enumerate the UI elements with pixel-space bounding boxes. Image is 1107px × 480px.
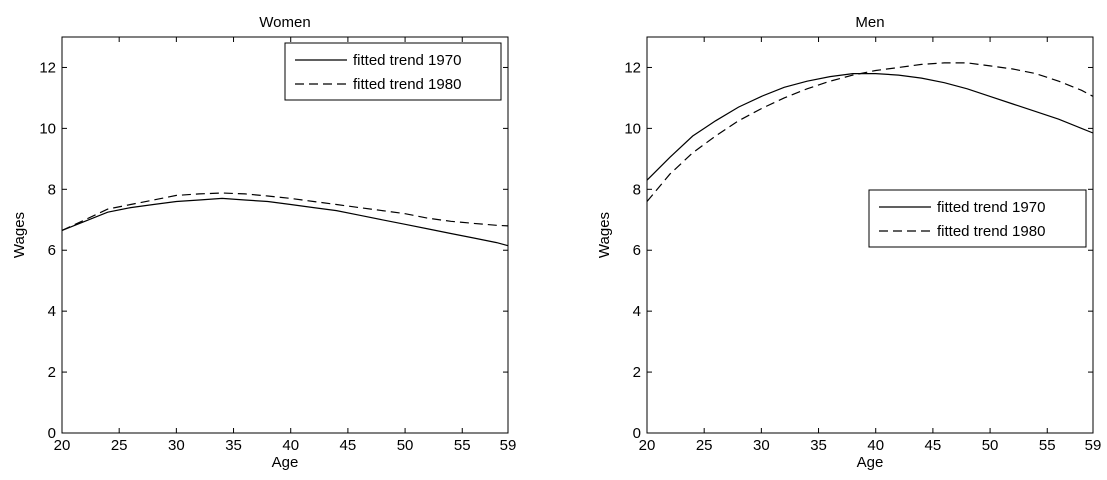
legend: fitted trend 1970 fitted trend 1980 (284, 42, 502, 101)
series-line-1980 (61, 192, 509, 231)
y-tick-label: 8 (48, 181, 56, 198)
legend-label: fitted trend 1980 (937, 223, 1045, 240)
legend-box (284, 42, 502, 101)
chart-title: Women (259, 14, 310, 31)
y-tick-label: 12 (624, 59, 641, 76)
y-tick-label: 4 (633, 303, 641, 320)
x-tick-label: 45 (925, 437, 942, 454)
series-line-1970 (61, 197, 509, 247)
series-line-1980 (646, 62, 1094, 202)
x-tick-label: 59 (1085, 437, 1102, 454)
y-tick-label: 2 (633, 364, 641, 381)
x-tick-label: 55 (454, 437, 471, 454)
chart-title: Men (855, 14, 884, 31)
y-tick-label: 6 (48, 242, 56, 259)
plot-area-frame (646, 36, 1094, 434)
y-tick-label: 10 (39, 120, 56, 137)
x-tick-label: 45 (340, 437, 357, 454)
x-tick-label: 35 (810, 437, 827, 454)
chart-panel-men: Men 20 25 30 35 40 45 50 55 59 0 2 4 6 8 10 12 Age Wages fi… (596, 14, 1101, 471)
x-axis-label: Age (857, 454, 884, 471)
x-tick-label: 30 (753, 437, 770, 454)
y-tick-label: 0 (633, 425, 641, 442)
y-tick-label: 8 (633, 181, 641, 198)
x-tick-label: 30 (168, 437, 185, 454)
y-axis-label: Wages (11, 212, 28, 258)
y-tick-label: 0 (48, 425, 56, 442)
y-tick-label: 4 (48, 303, 56, 320)
x-tick-label: 40 (867, 437, 884, 454)
legend-label: fitted trend 1970 (937, 199, 1045, 216)
x-tick-label: 25 (696, 437, 713, 454)
x-tick-label: 50 (982, 437, 999, 454)
y-tick-label: 10 (624, 120, 641, 137)
legend: fitted trend 1970 fitted trend 1980 (868, 189, 1087, 248)
x-tick-label: 55 (1039, 437, 1056, 454)
x-tick-label: 59 (500, 437, 517, 454)
x-tick-label: 20 (54, 437, 71, 454)
x-tick-label: 50 (397, 437, 414, 454)
y-tick-label: 12 (39, 59, 56, 76)
x-tick-label: 25 (111, 437, 128, 454)
y-axis-label: Wages (596, 212, 613, 258)
plot-area-frame (61, 36, 509, 434)
x-tick-label: 35 (225, 437, 242, 454)
y-tick-label: 2 (48, 364, 56, 381)
x-axis-label: Age (272, 454, 299, 471)
chart-panel-women: Women 20 25 30 35 40 45 50 55 59 0 2 4 6 8 10 12 Age Wages… (11, 14, 516, 471)
x-tick-label: 20 (639, 437, 656, 454)
legend-label: fitted trend 1970 (353, 52, 461, 69)
legend-label: fitted trend 1980 (353, 76, 461, 93)
legend-box (868, 189, 1087, 248)
x-tick-label: 40 (282, 437, 299, 454)
series-line-1970 (646, 72, 1094, 181)
y-tick-label: 6 (633, 242, 641, 259)
